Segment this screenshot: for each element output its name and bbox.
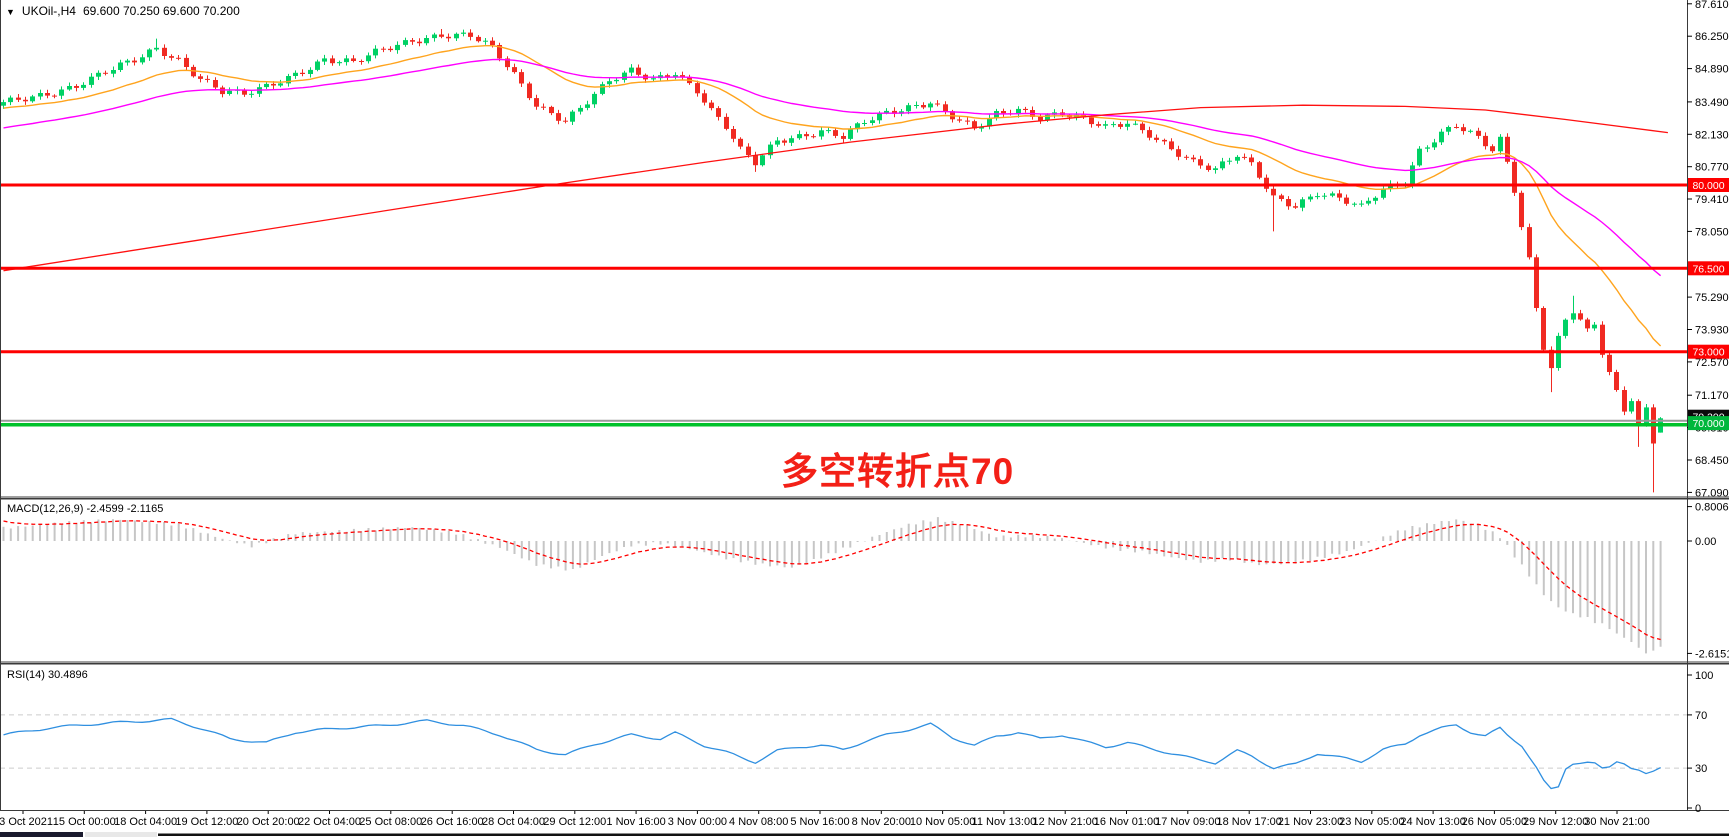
time-tick-label: 26 Nov 05:00 xyxy=(1462,816,1527,828)
svg-text:73.000: 73.000 xyxy=(1692,347,1724,359)
price-tick-label: 80.770 xyxy=(1695,162,1729,174)
chart-header: ▼ UKOil-,H4 69.600 70.250 69.600 70.200 xyxy=(6,4,240,18)
svg-text:76.500: 76.500 xyxy=(1692,263,1724,275)
bottom-frame-line xyxy=(158,833,1729,836)
time-tick-label: 26 Oct 16:00 xyxy=(421,816,484,828)
time-tick-label: 3 Nov 00:00 xyxy=(668,816,727,828)
ma-slow-line xyxy=(3,58,1662,277)
time-tick-label: 19 Oct 12:00 xyxy=(175,816,238,828)
symbol-timeframe-label: UKOil-,H4 xyxy=(21,4,76,18)
price-tick-label: 86.250 xyxy=(1695,31,1729,43)
indicator-axes: 0.8006 0.00 -2.6151 100 70 30 0 xyxy=(1687,502,1729,815)
rsi-panel xyxy=(0,714,1687,790)
time-tick-label: 29 Oct 12:00 xyxy=(543,816,606,828)
price-tick-label: 72.570 xyxy=(1695,357,1729,369)
time-tick-label: 5 Nov 16:00 xyxy=(790,816,849,828)
scrollbar-groove[interactable] xyxy=(85,832,157,837)
price-badge-70.000 xyxy=(1688,416,1729,431)
rsi-tick-label: 100 xyxy=(1695,670,1713,682)
rsi-tick-label: 0 xyxy=(1695,803,1701,815)
rsi-tick-label: 70 xyxy=(1695,710,1707,722)
price-tick-label: 87.610 xyxy=(1695,0,1729,11)
time-tick-label: 12 Nov 21:00 xyxy=(1032,816,1097,828)
svg-text:80.000: 80.000 xyxy=(1692,180,1724,192)
symbol-dropdown-icon[interactable]: ▼ xyxy=(6,6,15,17)
price-tick-label: 75.290 xyxy=(1695,292,1729,304)
price-tick-label: 84.890 xyxy=(1695,64,1729,76)
price-tick-label: 73.930 xyxy=(1695,325,1729,337)
scrollbar-thumb[interactable] xyxy=(0,832,83,837)
time-tick-label: 22 Oct 04:00 xyxy=(298,816,361,828)
rsi-indicator-label: RSI(14) 30.4896 xyxy=(7,669,88,681)
macd-indicator-label: MACD(12,26,9) -2.4599 -2.1165 xyxy=(7,503,164,515)
macd-panel xyxy=(2,517,1662,654)
bull-bear-turning-point-annotation: 多空转折点70 xyxy=(781,451,1015,492)
time-tick-label: 23 Nov 05:00 xyxy=(1339,816,1404,828)
time-tick-label: 20 Oct 20:00 xyxy=(237,816,300,828)
time-tick-label: 13 Oct 2021 xyxy=(0,816,53,828)
price-badge-80.000 xyxy=(1688,178,1729,192)
price-badge-73.000 xyxy=(1688,344,1729,359)
time-tick-label: 16 Nov 01:00 xyxy=(1094,816,1159,828)
time-tick-label: 15 Oct 00:00 xyxy=(53,816,116,828)
rsi-tick-label: 30 xyxy=(1695,763,1707,775)
time-tick-label: 21 Nov 23:00 xyxy=(1278,816,1343,828)
horizontal-lines xyxy=(0,183,1687,427)
rsi-line xyxy=(3,717,1661,790)
time-tick-label: 24 Nov 13:00 xyxy=(1400,816,1465,828)
time-tick-label: 4 Nov 08:00 xyxy=(729,816,788,828)
macd-tick-label: 0.8006 xyxy=(1695,502,1729,514)
time-tick-label: 1 Nov 16:00 xyxy=(606,816,665,828)
time-tick-label: 8 Nov 20:00 xyxy=(852,816,911,828)
time-tick-label: 29 Nov 12:00 xyxy=(1523,816,1588,828)
price-tick-label: 82.130 xyxy=(1695,129,1729,141)
time-tick-label: 18 Oct 04:00 xyxy=(114,816,177,828)
ma-trend-line xyxy=(3,104,1668,272)
svg-text:70.000: 70.000 xyxy=(1692,418,1724,430)
time-tick-label: 10 Nov 05:00 xyxy=(910,816,975,828)
candles-layer xyxy=(1,29,1663,493)
panel-frames xyxy=(0,0,1729,811)
time-tick-label: 30 Nov 21:00 xyxy=(1584,816,1649,828)
ma-fast-line xyxy=(3,45,1662,347)
price-tick-label: 79.410 xyxy=(1695,194,1729,206)
time-tick-label: 28 Oct 04:00 xyxy=(482,816,545,828)
price-tick-label: 68.450 xyxy=(1695,455,1729,467)
macd-signal-line xyxy=(3,520,1661,641)
price-tick-label: 67.090 xyxy=(1695,487,1729,499)
time-tick-label: 25 Oct 08:00 xyxy=(359,816,422,828)
price-badge-76.500 xyxy=(1688,261,1729,276)
time-tick-label: 17 Nov 09:00 xyxy=(1155,816,1220,828)
bottom-scrollbar xyxy=(0,832,1729,837)
time-tick-label: 11 Nov 13:00 xyxy=(972,816,1037,828)
macd-tick-label: -2.6151 xyxy=(1695,648,1729,660)
price-tick-label: 71.170 xyxy=(1695,390,1729,402)
price-tick-label: 78.050 xyxy=(1695,226,1729,238)
macd-tick-label: 0.00 xyxy=(1695,536,1716,548)
time-tick-label: 18 Nov 17:00 xyxy=(1216,816,1281,828)
ohlc-values: 69.600 70.250 69.600 70.200 xyxy=(82,4,240,18)
price-tick-label: 83.490 xyxy=(1695,97,1729,109)
